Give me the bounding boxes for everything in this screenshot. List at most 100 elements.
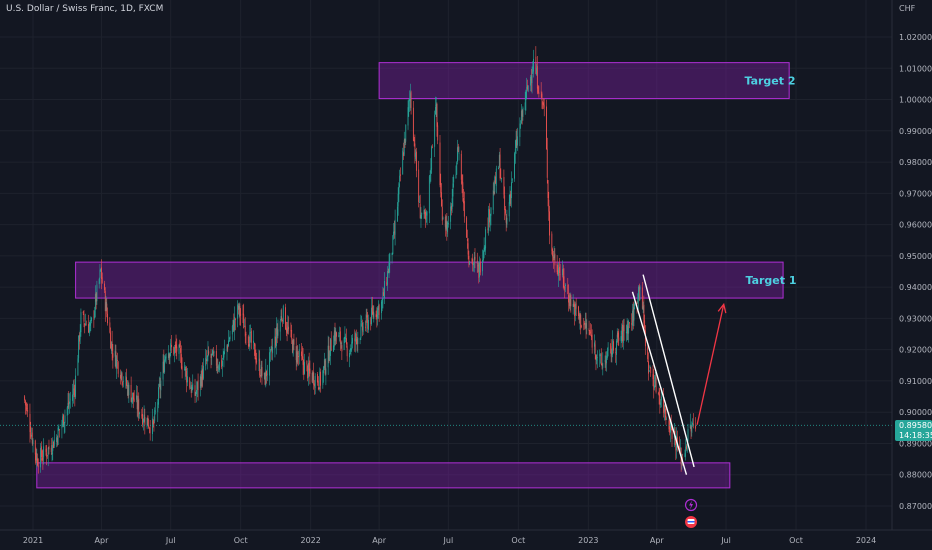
candle-body	[675, 439, 677, 451]
candle-body	[423, 210, 425, 215]
candle-body	[365, 314, 367, 326]
candle-body	[277, 329, 279, 336]
candle-body	[455, 174, 457, 179]
candle-body	[157, 402, 159, 412]
candle-body	[45, 448, 47, 452]
candle-body	[613, 341, 614, 351]
candle-body	[218, 368, 220, 370]
candle-body	[85, 323, 86, 325]
candle-body	[419, 201, 420, 203]
candle-body	[384, 280, 385, 299]
candle-body	[78, 335, 80, 359]
candle-body	[549, 211, 550, 236]
symbol-title[interactable]: U.S. Dollar / Swiss Franc, 1D, FXCM	[6, 4, 164, 14]
candle-body	[468, 256, 470, 265]
candle-body	[622, 324, 623, 342]
candle-body	[546, 106, 547, 150]
candle-body	[116, 358, 118, 369]
candle-body	[95, 293, 97, 302]
candle-body	[439, 142, 441, 186]
candle-body	[63, 414, 64, 427]
candle-body	[105, 302, 107, 311]
candle-body	[37, 458, 38, 466]
candle-body	[400, 174, 401, 176]
candle-body	[143, 414, 145, 422]
candle-body	[309, 368, 311, 374]
candle-body	[165, 356, 167, 359]
candle-body	[254, 344, 256, 360]
candle-body	[152, 418, 153, 435]
y-axis-panel	[892, 0, 932, 550]
candle-body	[413, 139, 415, 142]
candle-body	[668, 420, 670, 430]
candle-body	[360, 323, 362, 338]
y-tick-label: 0.92000	[899, 346, 932, 355]
y-tick-label: 0.96000	[899, 221, 932, 230]
candle-body	[295, 346, 297, 361]
candle-body	[67, 402, 69, 408]
candle-body	[638, 285, 640, 292]
candle-body	[445, 220, 447, 229]
candle-body	[532, 69, 534, 74]
candle-body	[531, 75, 533, 84]
candle-body	[153, 422, 155, 424]
candle-body	[205, 357, 207, 366]
candle-body	[199, 376, 201, 389]
candle-body	[415, 152, 417, 159]
candle-body	[196, 382, 198, 390]
candle-body	[405, 124, 407, 142]
candle-body	[489, 209, 490, 223]
candle-body	[43, 446, 45, 458]
x-tick-label: Apr	[372, 536, 387, 545]
candle-body	[511, 182, 512, 199]
candle-body	[195, 393, 197, 395]
candle-body	[183, 369, 185, 370]
candle-body	[80, 312, 82, 333]
candle-body	[329, 357, 331, 360]
y-tick-label: 0.95000	[899, 252, 932, 261]
candle-body	[508, 202, 510, 217]
candle-body	[79, 330, 81, 340]
candle-body	[170, 343, 172, 351]
candle-body	[291, 340, 293, 353]
candle-body	[505, 215, 507, 223]
candle-body	[285, 327, 287, 331]
candle-body	[387, 271, 389, 273]
candle-body	[26, 407, 28, 409]
candle-body	[378, 304, 380, 315]
candle-body	[346, 338, 347, 345]
candle-body	[692, 422, 693, 425]
candle-body	[146, 417, 148, 428]
candle-body	[490, 207, 492, 216]
candle-body	[506, 217, 508, 225]
target-2-label: Target 2	[744, 75, 795, 88]
candle-body	[72, 394, 73, 401]
candle-body	[73, 388, 75, 390]
candle-body	[298, 349, 300, 357]
candle-body	[514, 148, 516, 154]
candle-body	[526, 87, 528, 90]
candle-body	[611, 352, 613, 355]
support-zone	[36, 462, 731, 489]
candle-body	[250, 332, 251, 334]
x-tick-label: 2021	[23, 536, 43, 545]
candle-body	[61, 423, 63, 429]
candle-body	[29, 413, 31, 433]
candle-body	[58, 428, 60, 430]
candle-body	[155, 410, 156, 412]
projection-arrow-head	[717, 302, 727, 314]
candle-body	[192, 383, 194, 390]
candle-body	[222, 360, 223, 367]
x-tick-label: Apr	[95, 536, 110, 545]
candle-body	[543, 102, 544, 106]
candle-body	[253, 343, 255, 346]
candle-body	[574, 304, 576, 317]
candle-body	[495, 168, 497, 186]
candle-body	[147, 415, 149, 426]
candle-body	[376, 314, 378, 317]
candle-body	[499, 154, 501, 179]
candle-body	[152, 420, 154, 424]
candle-body	[482, 259, 484, 272]
candle-body	[120, 371, 122, 377]
